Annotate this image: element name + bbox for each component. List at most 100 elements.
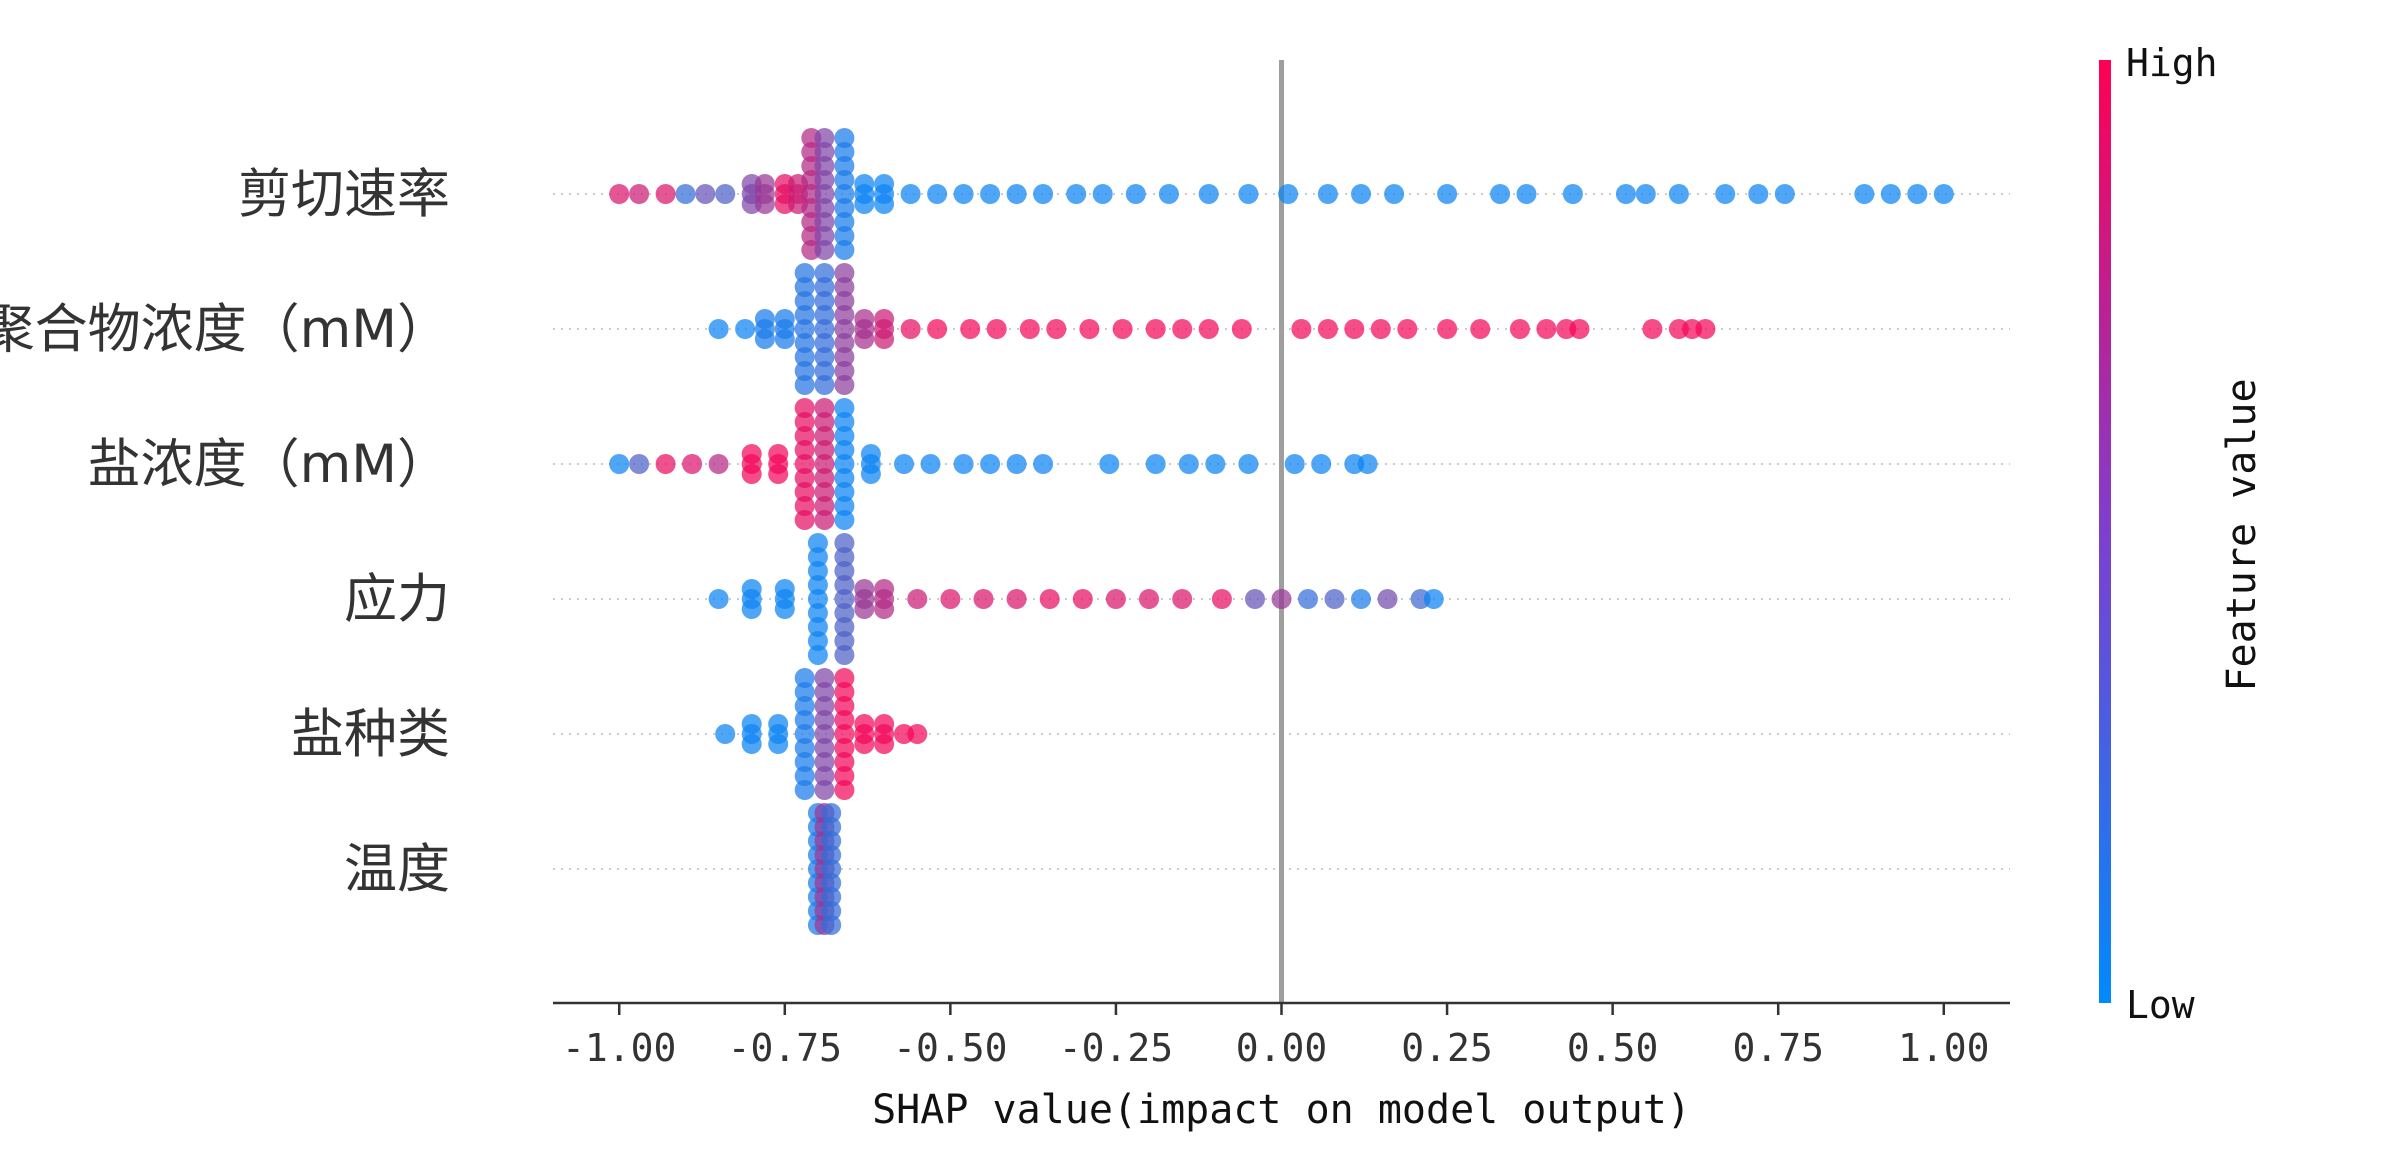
data-point: [655, 454, 676, 474]
data-point: [834, 398, 855, 418]
data-point: [629, 454, 650, 474]
data-point: [814, 305, 835, 325]
data-point: [794, 398, 815, 418]
data-point: [814, 724, 835, 744]
data-point: [1006, 184, 1027, 204]
data-point: [807, 617, 828, 637]
data-point: [794, 333, 815, 353]
data-point: [874, 174, 895, 194]
data-point: [708, 319, 729, 339]
data-point: [682, 454, 703, 474]
data-point: [874, 714, 895, 734]
data-point: [834, 510, 855, 530]
data-point: [814, 333, 835, 353]
data-point: [1172, 589, 1193, 609]
data-point: [814, 226, 835, 246]
data-point: [834, 333, 855, 353]
data-point: [874, 734, 895, 754]
data-point: [1105, 589, 1126, 609]
data-point: [814, 668, 835, 688]
data-point: [794, 496, 815, 516]
data-point: [834, 547, 855, 567]
data-point: [814, 212, 835, 232]
data-point: [821, 803, 842, 823]
data-point: [900, 184, 921, 204]
data-point: [834, 156, 855, 176]
data-point: [860, 464, 881, 484]
data-point: [834, 752, 855, 772]
data-point: [834, 533, 855, 553]
data-point: [794, 426, 815, 446]
data-point: [1615, 184, 1636, 204]
data-point: [741, 579, 762, 599]
data-point: [814, 184, 835, 204]
data-point: [834, 780, 855, 800]
data-point: [807, 575, 828, 595]
data-point: [814, 277, 835, 297]
data-point: [834, 170, 855, 190]
data-point: [894, 454, 914, 474]
data-point: [1284, 454, 1305, 474]
data-point: [834, 184, 855, 204]
data-point: [834, 738, 855, 758]
x-tick-label: -0.25: [1059, 1026, 1173, 1070]
data-point: [986, 319, 1007, 339]
data-point: [821, 915, 842, 935]
data-point: [807, 533, 828, 553]
data-point: [1145, 319, 1166, 339]
data-point: [774, 309, 795, 329]
data-point: [774, 599, 795, 619]
colorbar-high-label: High: [2126, 41, 2218, 85]
data-point: [834, 482, 855, 502]
data-point: [821, 873, 842, 893]
data-point: [754, 174, 775, 194]
data-point: [1351, 184, 1371, 204]
data-point: [1172, 319, 1193, 339]
data-point: [834, 142, 855, 162]
data-point: [814, 766, 835, 786]
data-point: [834, 361, 855, 381]
data-point: [794, 291, 815, 311]
data-point: [768, 734, 789, 754]
data-point: [715, 724, 736, 744]
data-point: [874, 309, 895, 329]
data-point: [794, 468, 815, 488]
data-point: [814, 170, 835, 190]
data-point: [794, 319, 815, 339]
data-point: [834, 277, 855, 297]
data-point: [1668, 184, 1689, 204]
data-point: [741, 464, 762, 484]
data-point: [874, 579, 895, 599]
data-point: [834, 263, 855, 283]
data-point: [708, 589, 729, 609]
data-point: [814, 361, 835, 381]
data-point: [814, 780, 835, 800]
data-point: [609, 184, 630, 204]
data-point: [1516, 184, 1537, 204]
data-point: [834, 426, 855, 446]
x-tick-label: 0.25: [1401, 1026, 1493, 1070]
data-point: [980, 454, 1001, 474]
data-point: [774, 329, 795, 349]
data-point: [920, 454, 941, 474]
data-point: [794, 277, 815, 297]
data-point: [1231, 319, 1252, 339]
data-point: [973, 589, 994, 609]
data-point: [1509, 319, 1530, 339]
data-point: [834, 668, 855, 688]
data-point: [1384, 184, 1405, 204]
data-point: [834, 226, 855, 246]
data-point: [1490, 184, 1511, 204]
data-point: [1271, 589, 1292, 609]
data-point: [980, 184, 1001, 204]
data-point: [1854, 184, 1875, 204]
data-point: [741, 599, 762, 619]
data-point: [1569, 319, 1590, 339]
data-point: [953, 184, 974, 204]
data-point: [1158, 184, 1179, 204]
data-point: [834, 710, 855, 730]
data-point: [874, 599, 895, 619]
data-point: [821, 817, 842, 837]
data-point: [834, 589, 855, 609]
